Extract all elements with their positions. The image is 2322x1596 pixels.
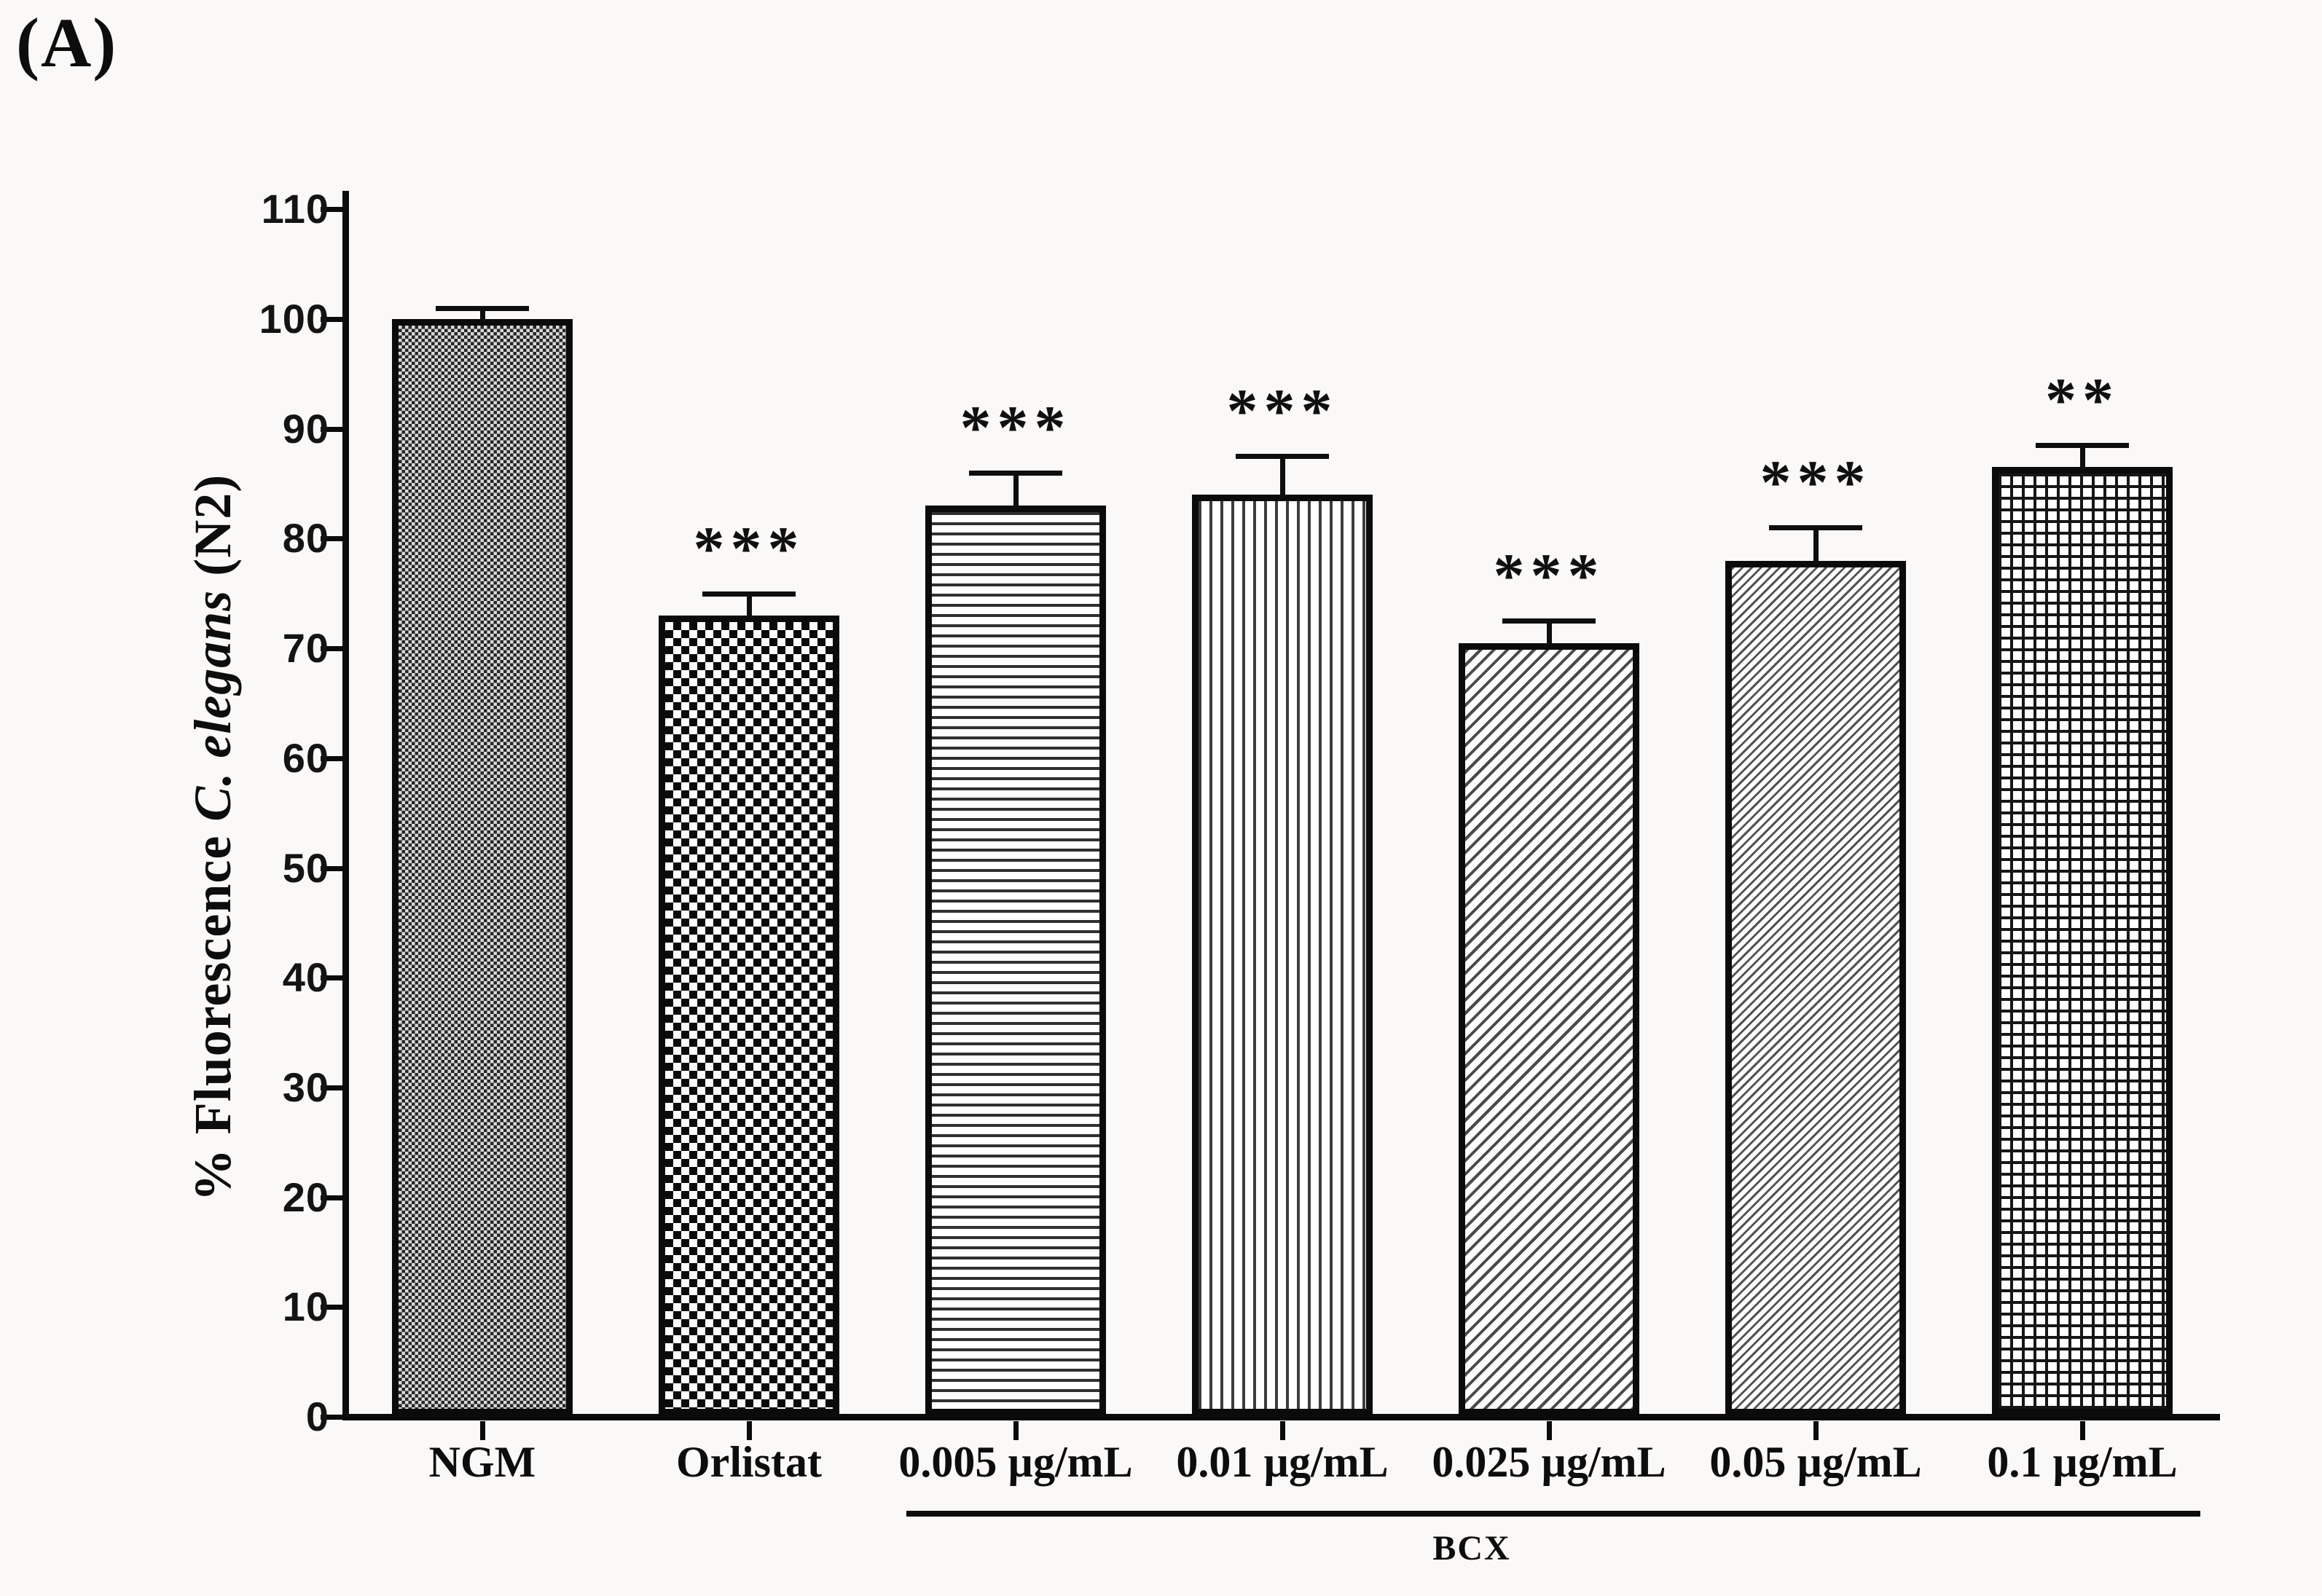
error-bar-stem bbox=[480, 308, 485, 322]
x-tick-label: 0.005 µg/mL bbox=[898, 1438, 1133, 1486]
y-tick-label: 30 bbox=[282, 1064, 329, 1110]
y-tick-label: 50 bbox=[282, 845, 329, 891]
x-tick-label: Orlistat bbox=[676, 1438, 822, 1486]
y-tick-mark bbox=[321, 536, 345, 541]
x-tick-mark bbox=[747, 1421, 752, 1440]
error-bar-stem bbox=[1813, 527, 1819, 564]
x-tick-label: 0.025 µg/mL bbox=[1432, 1438, 1666, 1486]
y-tick-label: 110 bbox=[261, 186, 329, 232]
bar bbox=[1459, 643, 1639, 1415]
significance-marker: *** bbox=[693, 514, 805, 583]
y-tick-mark bbox=[321, 1085, 345, 1090]
panel-label: (A) bbox=[16, 4, 118, 82]
significance-marker: *** bbox=[1760, 447, 1872, 517]
error-bar-cap bbox=[436, 306, 529, 311]
error-bar-stem bbox=[1013, 473, 1019, 508]
error-bar-stem bbox=[747, 594, 752, 618]
y-tick-label: 10 bbox=[282, 1284, 329, 1329]
y-tick-label: 90 bbox=[282, 406, 329, 452]
error-bar-cap bbox=[1502, 618, 1596, 624]
error-bar-stem bbox=[2080, 445, 2085, 470]
error-bar-cap bbox=[1236, 454, 1329, 459]
x-tick-mark bbox=[1013, 1421, 1019, 1440]
y-tick-mark bbox=[321, 866, 345, 871]
bar bbox=[392, 319, 573, 1415]
y-tick-label: 20 bbox=[282, 1174, 329, 1220]
y-axis-line bbox=[342, 191, 349, 1420]
error-bar-stem bbox=[1547, 621, 1552, 646]
y-tick-label: 80 bbox=[282, 515, 329, 561]
error-bar-stem bbox=[1280, 456, 1285, 498]
y-tick-mark bbox=[321, 1305, 345, 1310]
significance-marker: *** bbox=[1493, 540, 1605, 610]
x-tick-label: 0.1 µg/mL bbox=[1987, 1438, 2178, 1486]
y-tick-label: 40 bbox=[282, 954, 329, 1000]
x-axis-line bbox=[342, 1414, 2220, 1420]
y-tick-label: 60 bbox=[282, 735, 329, 781]
bar bbox=[1192, 495, 1373, 1415]
bar bbox=[925, 506, 1106, 1415]
x-tick-mark bbox=[2080, 1421, 2085, 1440]
x-tick-mark bbox=[1280, 1421, 1285, 1440]
y-tick-label: 100 bbox=[259, 296, 329, 342]
error-bar-cap bbox=[969, 471, 1062, 476]
y-tick-mark bbox=[321, 1195, 345, 1200]
significance-marker: *** bbox=[1226, 376, 1338, 446]
significance-marker: ** bbox=[2045, 365, 2119, 435]
y-tick-label: 70 bbox=[282, 625, 329, 671]
x-tick-mark bbox=[1813, 1421, 1819, 1440]
group-label: BCX bbox=[1432, 1529, 1511, 1568]
y-tick-mark bbox=[321, 646, 345, 651]
x-tick-label: 0.05 µg/mL bbox=[1709, 1438, 1922, 1486]
bar bbox=[1992, 467, 2173, 1415]
y-tick-label: 0 bbox=[305, 1393, 329, 1439]
y-tick-mark bbox=[321, 427, 345, 432]
bar bbox=[1725, 561, 1906, 1415]
significance-marker: *** bbox=[960, 393, 1072, 463]
y-tick-mark bbox=[321, 1415, 345, 1420]
group-underline bbox=[906, 1511, 2200, 1517]
x-tick-mark bbox=[480, 1421, 485, 1440]
y-tick-mark bbox=[321, 756, 345, 761]
bar bbox=[659, 616, 839, 1415]
x-tick-mark bbox=[1547, 1421, 1552, 1440]
y-tick-mark bbox=[321, 207, 345, 212]
x-tick-label: 0.01 µg/mL bbox=[1176, 1438, 1389, 1486]
error-bar-cap bbox=[702, 591, 796, 597]
y-tick-mark bbox=[321, 975, 345, 980]
y-tick-mark bbox=[321, 317, 345, 322]
error-bar-cap bbox=[2036, 443, 2129, 448]
error-bar-cap bbox=[1769, 525, 1862, 530]
x-tick-label: NGM bbox=[428, 1438, 536, 1486]
